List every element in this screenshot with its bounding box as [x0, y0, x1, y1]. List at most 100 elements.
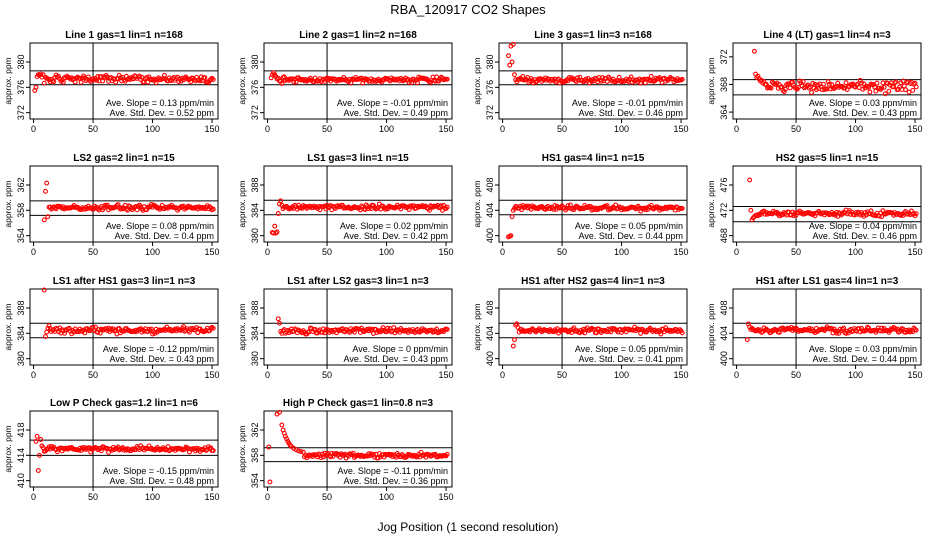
data-point	[386, 451, 392, 457]
data-point	[893, 79, 899, 85]
x-tick-label: 150	[439, 247, 454, 257]
x-tick-label: 0	[265, 124, 270, 134]
data-point	[284, 436, 290, 442]
data-point	[910, 87, 916, 93]
data-point	[277, 409, 282, 415]
plot-frame	[732, 42, 922, 120]
data-point	[677, 327, 683, 333]
stats-annotation: Ave. Slope = -0.15 ppm/min	[103, 466, 214, 476]
data-point	[350, 450, 356, 456]
data-point	[274, 229, 280, 235]
data-point	[567, 327, 573, 333]
panel-title: Line 2 gas=1 lin=2 n=168	[299, 30, 417, 41]
stats-annotation: Ave. Slope = 0.04 ppm/min	[809, 221, 917, 231]
data-point	[510, 343, 516, 349]
data-point	[375, 455, 381, 461]
data-point	[385, 325, 391, 331]
data-point	[679, 330, 685, 336]
data-point	[275, 211, 281, 216]
data-point	[150, 77, 156, 83]
y-tick-label: 362	[250, 422, 260, 437]
chart-panel-8: HS2 gas=5 lin=1 n=15 0 50 100 150 468 472 476ap…	[706, 153, 923, 257]
y-tick-label: 404	[485, 203, 495, 218]
data-point	[72, 79, 78, 85]
data-point	[835, 80, 841, 86]
chart-panel-6: LS1 gas=3 lin=1 n=15 0 50 100 150 380 384 388ap…	[237, 153, 454, 257]
y-tick-label: 404	[485, 326, 495, 341]
y-axis-label: approx. ppm	[472, 303, 482, 350]
data-point	[210, 325, 216, 331]
data-point	[810, 81, 816, 86]
data-point	[78, 79, 84, 85]
x-tick-label: 0	[31, 124, 36, 134]
data-point	[791, 213, 797, 219]
data-point	[266, 444, 272, 450]
plot-frame	[732, 165, 922, 243]
x-tick-label: 50	[322, 370, 332, 380]
stats-annotation: Ave. Slope = -0.01 ppm/min	[337, 98, 448, 108]
x-tick-label: 0	[734, 124, 739, 134]
x-tick-label: 50	[791, 247, 801, 257]
stats-annotation: Ave. Std. Dev. = 0.52 ppm	[110, 108, 214, 118]
plot-frame	[498, 288, 688, 366]
data-point	[843, 80, 849, 86]
y-axis-label: approx. ppm	[237, 57, 247, 104]
data-point	[300, 203, 306, 209]
data-point	[44, 180, 50, 186]
data-point	[886, 88, 892, 94]
data-point	[35, 468, 41, 473]
data-point	[207, 204, 213, 210]
x-tick-label: 50	[791, 370, 801, 380]
chart-panel-3: Line 3 gas=1 lin=3 n=168 0 50 100 150 372 376 3…	[472, 30, 689, 134]
x-tick-label: 150	[908, 124, 923, 134]
data-point	[509, 214, 515, 220]
data-point	[565, 203, 571, 209]
data-point	[444, 327, 450, 332]
data-point	[40, 72, 46, 78]
data-point	[859, 80, 864, 86]
data-point	[629, 79, 635, 85]
y-axis-label: approx. ppm	[706, 303, 716, 350]
stats-annotation: Ave. Slope = -0.12 ppm/min	[103, 344, 214, 354]
data-point	[298, 449, 304, 454]
y-tick-label: 380	[485, 54, 495, 69]
y-tick-label: 468	[719, 228, 729, 243]
x-tick-label: 100	[145, 492, 160, 502]
stats-annotation: Ave. Std. Dev. = 0.43 ppm	[813, 108, 917, 118]
data-point	[820, 81, 826, 87]
data-point	[432, 451, 438, 457]
y-tick-label: 388	[250, 177, 260, 192]
stats-annotation: Ave. Std. Dev. = 0.48 ppm	[110, 476, 214, 486]
data-point	[41, 217, 47, 223]
y-tick-label: 384	[250, 326, 260, 341]
data-point	[152, 330, 158, 336]
data-point	[510, 41, 516, 47]
y-tick-label: 404	[719, 326, 729, 341]
x-tick-label: 0	[500, 370, 505, 380]
data-point	[365, 453, 370, 459]
x-tick-label: 0	[265, 370, 270, 380]
data-point	[210, 448, 216, 453]
data-point	[112, 447, 117, 453]
x-tick-label: 50	[791, 124, 801, 134]
stats-annotation: Ave. Std. Dev. = 0.4 ppm	[115, 231, 214, 241]
panel-title: LS1 after LS2 gas=3 lin=1 n=3	[287, 276, 429, 287]
data-point	[381, 328, 387, 333]
x-tick-label: 50	[557, 370, 567, 380]
stats-annotation: Ave. Std. Dev. = 0.36 ppm	[344, 476, 448, 486]
data-point	[646, 326, 652, 332]
data-point	[634, 204, 640, 210]
x-tick-label: 150	[439, 124, 454, 134]
data-point	[275, 75, 281, 81]
chart-panel-10: LS1 after LS2 gas=3 lin=1 n=3 0 50 100 150 38…	[237, 276, 454, 380]
data-point	[56, 73, 62, 79]
panel-title: HS1 after LS1 gas=4 lin=1 n=3	[756, 276, 899, 287]
data-point	[116, 72, 122, 78]
data-point	[148, 326, 154, 332]
data-point	[415, 326, 420, 332]
data-point	[44, 329, 50, 335]
data-point	[679, 76, 685, 82]
y-tick-label: 380	[16, 351, 26, 366]
figure-title: RBA_120917 CO2 Shapes	[390, 2, 546, 17]
x-tick-label: 0	[265, 247, 270, 257]
